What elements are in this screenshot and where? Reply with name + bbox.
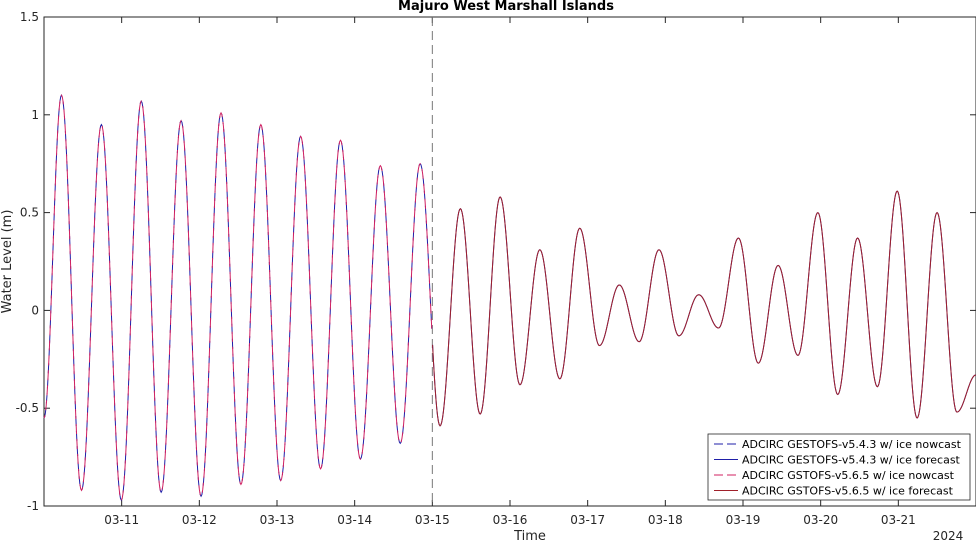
x-tick-label: 03-15 [415, 513, 450, 527]
y-tick-label: -0.5 [16, 401, 39, 415]
x-axis: 03-11 03-12 03-13 03-14 03-15 03-16 03-17 03-18… [104, 17, 916, 527]
x-tick-label: 03-11 [104, 513, 139, 527]
x-tick-label: 03-16 [493, 513, 528, 527]
y-tick-label: 0.5 [20, 206, 39, 220]
x-tick-label: 03-13 [260, 513, 295, 527]
y-tick-label: -1 [27, 499, 39, 513]
y-tick-label: 1.5 [20, 10, 39, 24]
x-tick-label: 03-14 [337, 513, 372, 527]
x-tick-label: 03-21 [881, 513, 916, 527]
series-line-4 [432, 190, 976, 427]
chart-title: Majuro West Marshall Islands [398, 0, 614, 14]
x-tick-label: 03-19 [726, 513, 761, 527]
plot-area [43, 16, 976, 507]
y-tick-label: 1 [31, 108, 39, 122]
x-tick-label: 03-12 [182, 513, 217, 527]
y-axis: -1 -0.5 0 0.5 1 1.5 [16, 10, 976, 513]
legend-entry: ADCIRC GESTOFS-v5.4.3 w/ ice nowcast [742, 438, 962, 451]
legend-entry: ADCIRC GSTOFS-v5.6.5 w/ ice nowcast [742, 469, 955, 482]
year-label: 2024 [933, 529, 964, 541]
legend-entry: ADCIRC GESTOFS-v5.4.3 w/ ice forecast [742, 454, 961, 467]
series-lines [43, 94, 976, 502]
x-axis-label: Time [513, 529, 546, 541]
legend: ADCIRC GESTOFS-v5.4.3 w/ ice nowcast ADCI… [707, 433, 971, 501]
series-line-3 [43, 94, 433, 502]
x-tick-label: 03-18 [648, 513, 683, 527]
y-tick-label: 0 [31, 303, 39, 317]
legend-box [707, 433, 971, 501]
x-tick-label: 03-20 [803, 513, 838, 527]
x-tick-label: 03-17 [570, 513, 605, 527]
y-axis-label: Water Level (m) [0, 210, 15, 314]
legend-entry: ADCIRC GSTOFS-v5.6.5 w/ ice forecast [742, 485, 954, 498]
